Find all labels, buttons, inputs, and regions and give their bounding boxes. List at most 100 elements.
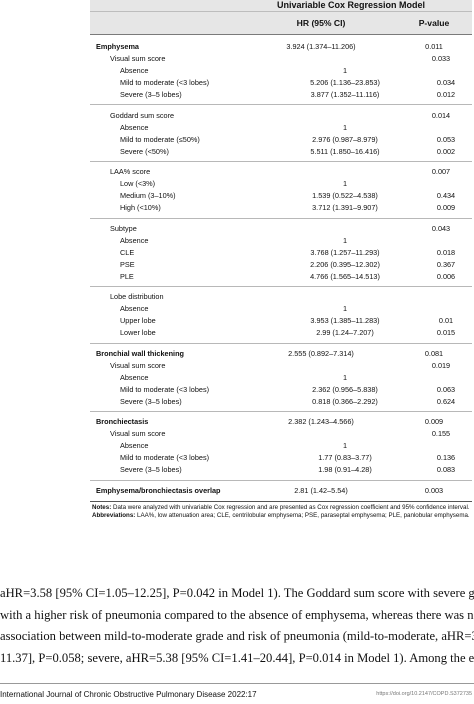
table-row: High (<10%) 3.712 (1.391–9.907) 0.009 — [90, 202, 472, 214]
body-paragraph: aHR=3.58 [95% CI=1.05–12.25], P=0.042 in… — [0, 583, 474, 669]
row-hr: 1 — [342, 66, 348, 76]
row-p: 0.053 — [436, 134, 456, 144]
footer-rule — [0, 683, 474, 684]
row-hr: 5.206 (1.136–23.853) — [310, 78, 380, 88]
row-label: Absence — [120, 441, 149, 451]
header-p-value: P-value — [418, 18, 450, 28]
row-p: 0.012 — [436, 90, 456, 99]
row-label: Severe (3–5 lobes) — [120, 90, 182, 99]
table-row: Absence 1 — [90, 303, 472, 315]
row-p: 0.011 — [425, 42, 443, 52]
row-hr: 3.953 (1.385–11.283) — [310, 316, 380, 326]
table-row: Absence 1 — [90, 440, 472, 452]
row-p: 0.033 — [431, 54, 451, 64]
table-row: PLE 4.766 (1.565–14.513) 0.006 — [90, 270, 472, 282]
row-label: Goddard sum score — [110, 110, 175, 120]
row-hr: 3.924 (1.374–11.206) — [286, 42, 356, 52]
row-label: Mild to moderate (<3 lobes) — [120, 384, 210, 394]
row-hr: 1.539 (0.522–4.538) — [312, 191, 378, 201]
row-p: 0.034 — [436, 78, 456, 88]
row-label: Low (<3%) — [120, 179, 156, 189]
table-group-header: Univariable Cox Regression Model — [90, 0, 472, 11]
table-row: Mild to moderate (<3 lobes) 2.362 (0.956… — [90, 383, 472, 395]
row-hr: 2.206 (0.395–12.302) — [310, 259, 380, 269]
row-label: Absence — [120, 372, 149, 382]
row-label: Mild to moderate (<3 lobes) — [120, 453, 210, 463]
table-row: Mild to moderate (<3 lobes) 1.77 (0.83–3… — [90, 452, 472, 464]
row-hr: 1 — [342, 304, 348, 314]
row-p: 0.009 — [424, 417, 444, 427]
row-hr: 1.77 (0.83–3.77) — [318, 453, 372, 463]
notes-text: Data were analyzed with univariable Cox … — [111, 503, 470, 511]
row-label: Medium (3–10%) — [120, 191, 176, 201]
row-p: 0.014 — [431, 110, 451, 120]
abbreviations-label: Abbreviations: — [92, 511, 136, 519]
row-label: Bronchial wall thickening — [96, 349, 184, 359]
row-hr: 4.766 (1.565–14.513) — [310, 271, 380, 281]
notes-label: Notes: — [92, 503, 112, 511]
row-p: 0.015 — [436, 328, 456, 338]
row-p: 0.063 — [436, 384, 456, 394]
row-label: Absence — [120, 122, 149, 132]
table-row: Goddard sum score 0.014 — [90, 104, 472, 121]
row-label: Emphysema — [96, 42, 139, 52]
table-row: Subtype 0.043 — [90, 217, 472, 235]
row-hr: 1 — [342, 179, 348, 189]
table-row: Severe (<50%) 5.511 (1.850–16.416) 0.002 — [90, 145, 472, 157]
row-hr: 2.382 (1.243–4.566) — [288, 417, 354, 427]
header-hr: HR (95% CI) — [296, 18, 346, 28]
table-row: Emphysema 3.924 (1.374–11.206) 0.011 — [90, 41, 472, 53]
abbreviations-line: Abbreviations: LAA%, low attenuation are… — [92, 512, 470, 520]
row-hr: 2.81 (1.42–5.54) — [294, 485, 348, 495]
row-label: Severe (3–5 lobes) — [120, 396, 182, 406]
row-p: 0.367 — [436, 259, 456, 269]
table-row: Upper lobe 3.953 (1.385–11.283) 0.01 — [90, 315, 472, 327]
table-row: Lobe distribution — [90, 286, 472, 303]
row-label: Emphysema/bronchiectasis overlap — [96, 485, 221, 495]
row-hr: 2.555 (0.892–7.314) — [288, 349, 354, 359]
table-row: Absence 1 — [90, 234, 472, 246]
row-hr: 2.99 (1.24–7.207) — [316, 328, 374, 338]
row-label: Lower lobe — [120, 328, 156, 338]
row-label: Visual sum score — [110, 360, 166, 370]
row-hr: 3.768 (1.257–11.293) — [310, 247, 380, 257]
notes-line: Notes: Data were analyzed with univariab… — [92, 504, 470, 512]
table-row: Mild to moderate (≤50%) 2.976 (0.987–8.9… — [90, 133, 472, 145]
row-p: 0.624 — [436, 396, 456, 406]
row-p: 0.002 — [436, 146, 456, 156]
row-hr: 3.877 (1.352–11.116) — [310, 90, 380, 99]
table-row: Lower lobe 2.99 (1.24–7.207) 0.015 — [90, 327, 472, 339]
row-label: PLE — [120, 271, 134, 281]
doi-link[interactable]: https://doi.org/10.2147/COPD.S372735 — [376, 691, 472, 697]
table-row: CLE 3.768 (1.257–11.293) 0.018 — [90, 246, 472, 258]
table-row: Absence 1 — [90, 65, 472, 77]
row-hr: 1 — [342, 235, 348, 245]
row-label: Mild to moderate (≤50%) — [120, 134, 200, 144]
row-hr: 2.362 (0.956–5.838) — [312, 384, 378, 394]
row-p: 0.01 — [438, 316, 454, 326]
row-hr: 2.976 (0.987–8.979) — [312, 134, 378, 144]
row-hr: 1 — [342, 122, 348, 132]
row-p: 0.155 — [431, 429, 451, 439]
row-p: 0.007 — [431, 167, 451, 177]
row-label: Severe (<50%) — [120, 146, 169, 156]
row-label: Absence — [120, 66, 149, 76]
table-row: PSE 2.206 (0.395–12.302) 0.367 — [90, 258, 472, 270]
table-row: Absence 1 — [90, 371, 472, 383]
table-row: Visual sum score 0.033 — [90, 53, 472, 65]
table-row: Bronchiectasis 2.382 (1.243–4.566) 0.009 — [90, 411, 472, 428]
row-label: Lobe distribution — [110, 292, 164, 302]
table-row: LAA% score 0.007 — [90, 161, 472, 178]
row-label: Upper lobe — [120, 316, 156, 326]
row-label: Absence — [120, 304, 149, 314]
row-label: Bronchiectasis — [96, 417, 149, 427]
body-line: association between mild-to-moderate gra… — [0, 629, 474, 643]
row-p: 0.019 — [431, 360, 451, 370]
row-label: LAA% score — [110, 167, 151, 177]
table-row: Medium (3–10%) 1.539 (0.522–4.538) 0.434 — [90, 190, 472, 202]
row-p: 0.003 — [424, 485, 444, 495]
table-row: Severe (3–5 lobes) 0.818 (0.366–2.292) 0… — [90, 395, 472, 407]
row-p: 0.136 — [436, 453, 456, 463]
row-label: Absence — [120, 235, 149, 245]
table-row: Severe (3–5 lobes) 3.877 (1.352–11.116) … — [90, 89, 472, 101]
